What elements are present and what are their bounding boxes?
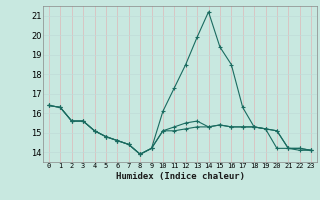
X-axis label: Humidex (Indice chaleur): Humidex (Indice chaleur) <box>116 172 244 181</box>
